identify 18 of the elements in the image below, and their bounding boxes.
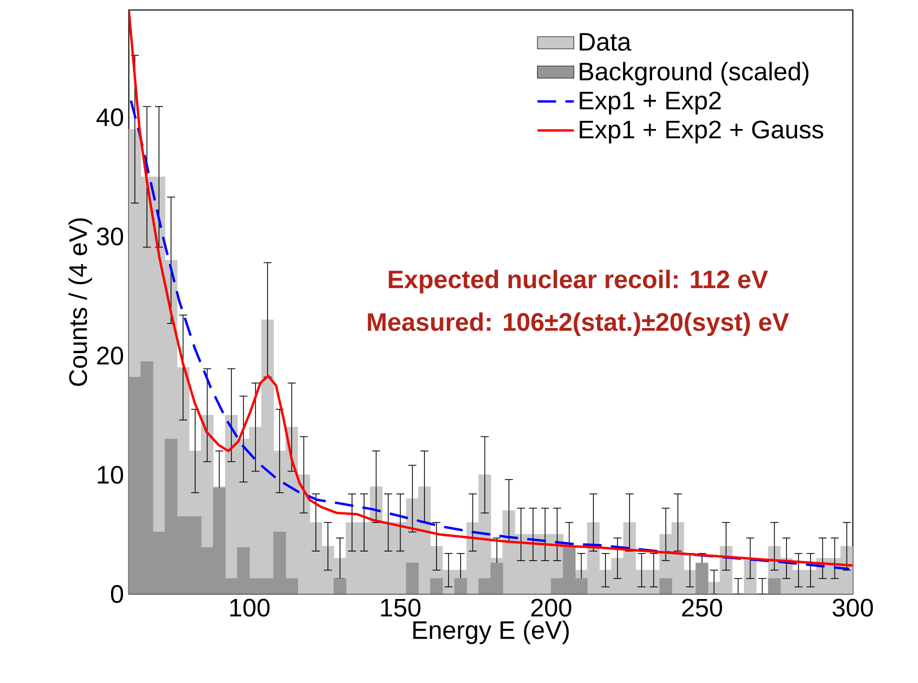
y-tick-label: 10 <box>98 466 124 484</box>
legend-label: Exp1 + Exp2 + Gauss <box>580 120 824 144</box>
x-tick-label: 100 <box>230 598 270 617</box>
legend-label: Exp1 + Exp2 <box>580 92 721 115</box>
x-tick-label: 150 <box>381 598 420 617</box>
x-tick-label: 250 <box>682 598 722 617</box>
y-tick-label: 20 <box>97 346 124 365</box>
annotation: Measured: 106±2(stat.)±20(syst) eV <box>368 312 789 336</box>
legend-label: Background (scaled) <box>580 62 808 86</box>
annotation: Expected nuclear recoil: 112 eV <box>388 270 768 294</box>
y-axis-title: Counts / (4 eV) <box>68 218 92 386</box>
y-tick-label: 0 <box>110 585 124 603</box>
y-tick-label: 40 <box>96 108 124 126</box>
x-axis-title: Energy E (eV) <box>413 620 569 644</box>
x-tick-label: 300 <box>832 598 873 617</box>
y-tick-label: 30 <box>96 227 124 246</box>
x-tick-label: 200 <box>531 598 572 617</box>
legend-label: Data <box>580 33 632 51</box>
